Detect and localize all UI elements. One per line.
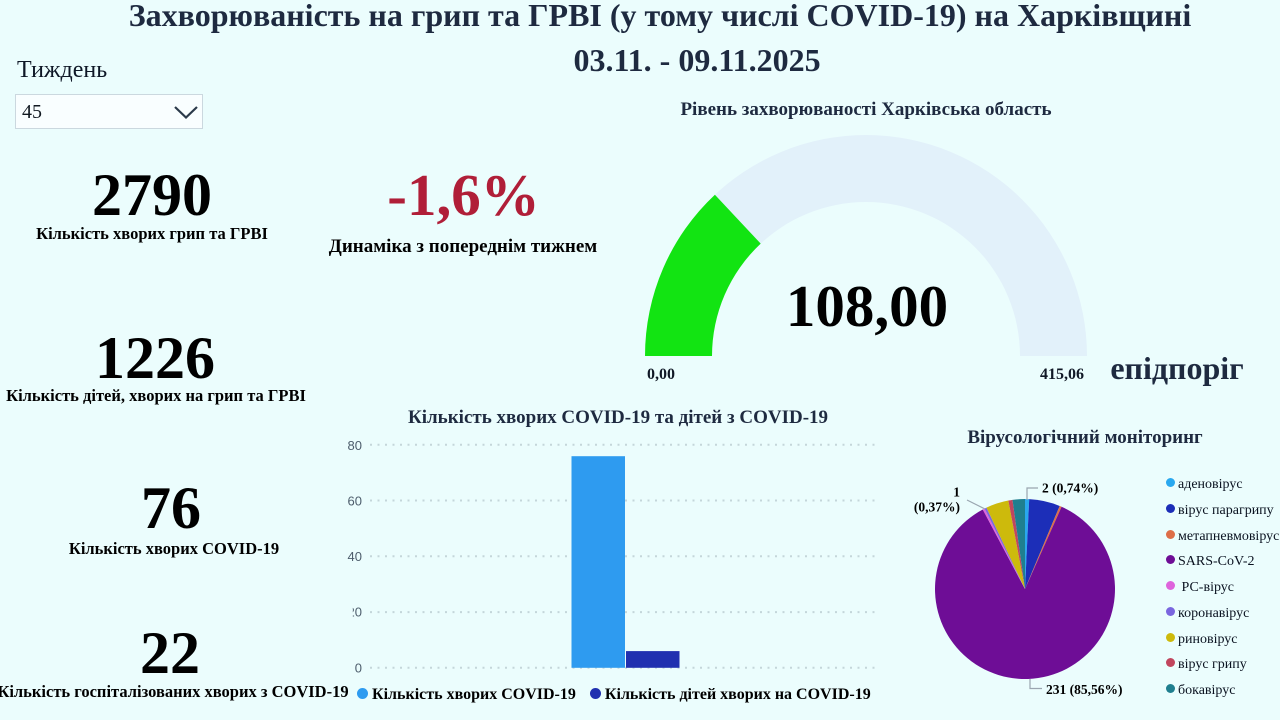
svg-text:40: 40: [348, 549, 362, 564]
svg-text:2 (0,74%): 2 (0,74%): [1042, 481, 1098, 496]
svg-text:60: 60: [348, 494, 362, 509]
svg-text:(0,37%): (0,37%): [914, 500, 960, 515]
svg-text:231 (85,56%): 231 (85,56%): [1046, 682, 1123, 697]
svg-text:80: 80: [348, 438, 362, 453]
svg-text:0: 0: [355, 661, 362, 676]
svg-text:1: 1: [953, 485, 960, 500]
svg-text:20: 20: [348, 605, 362, 620]
